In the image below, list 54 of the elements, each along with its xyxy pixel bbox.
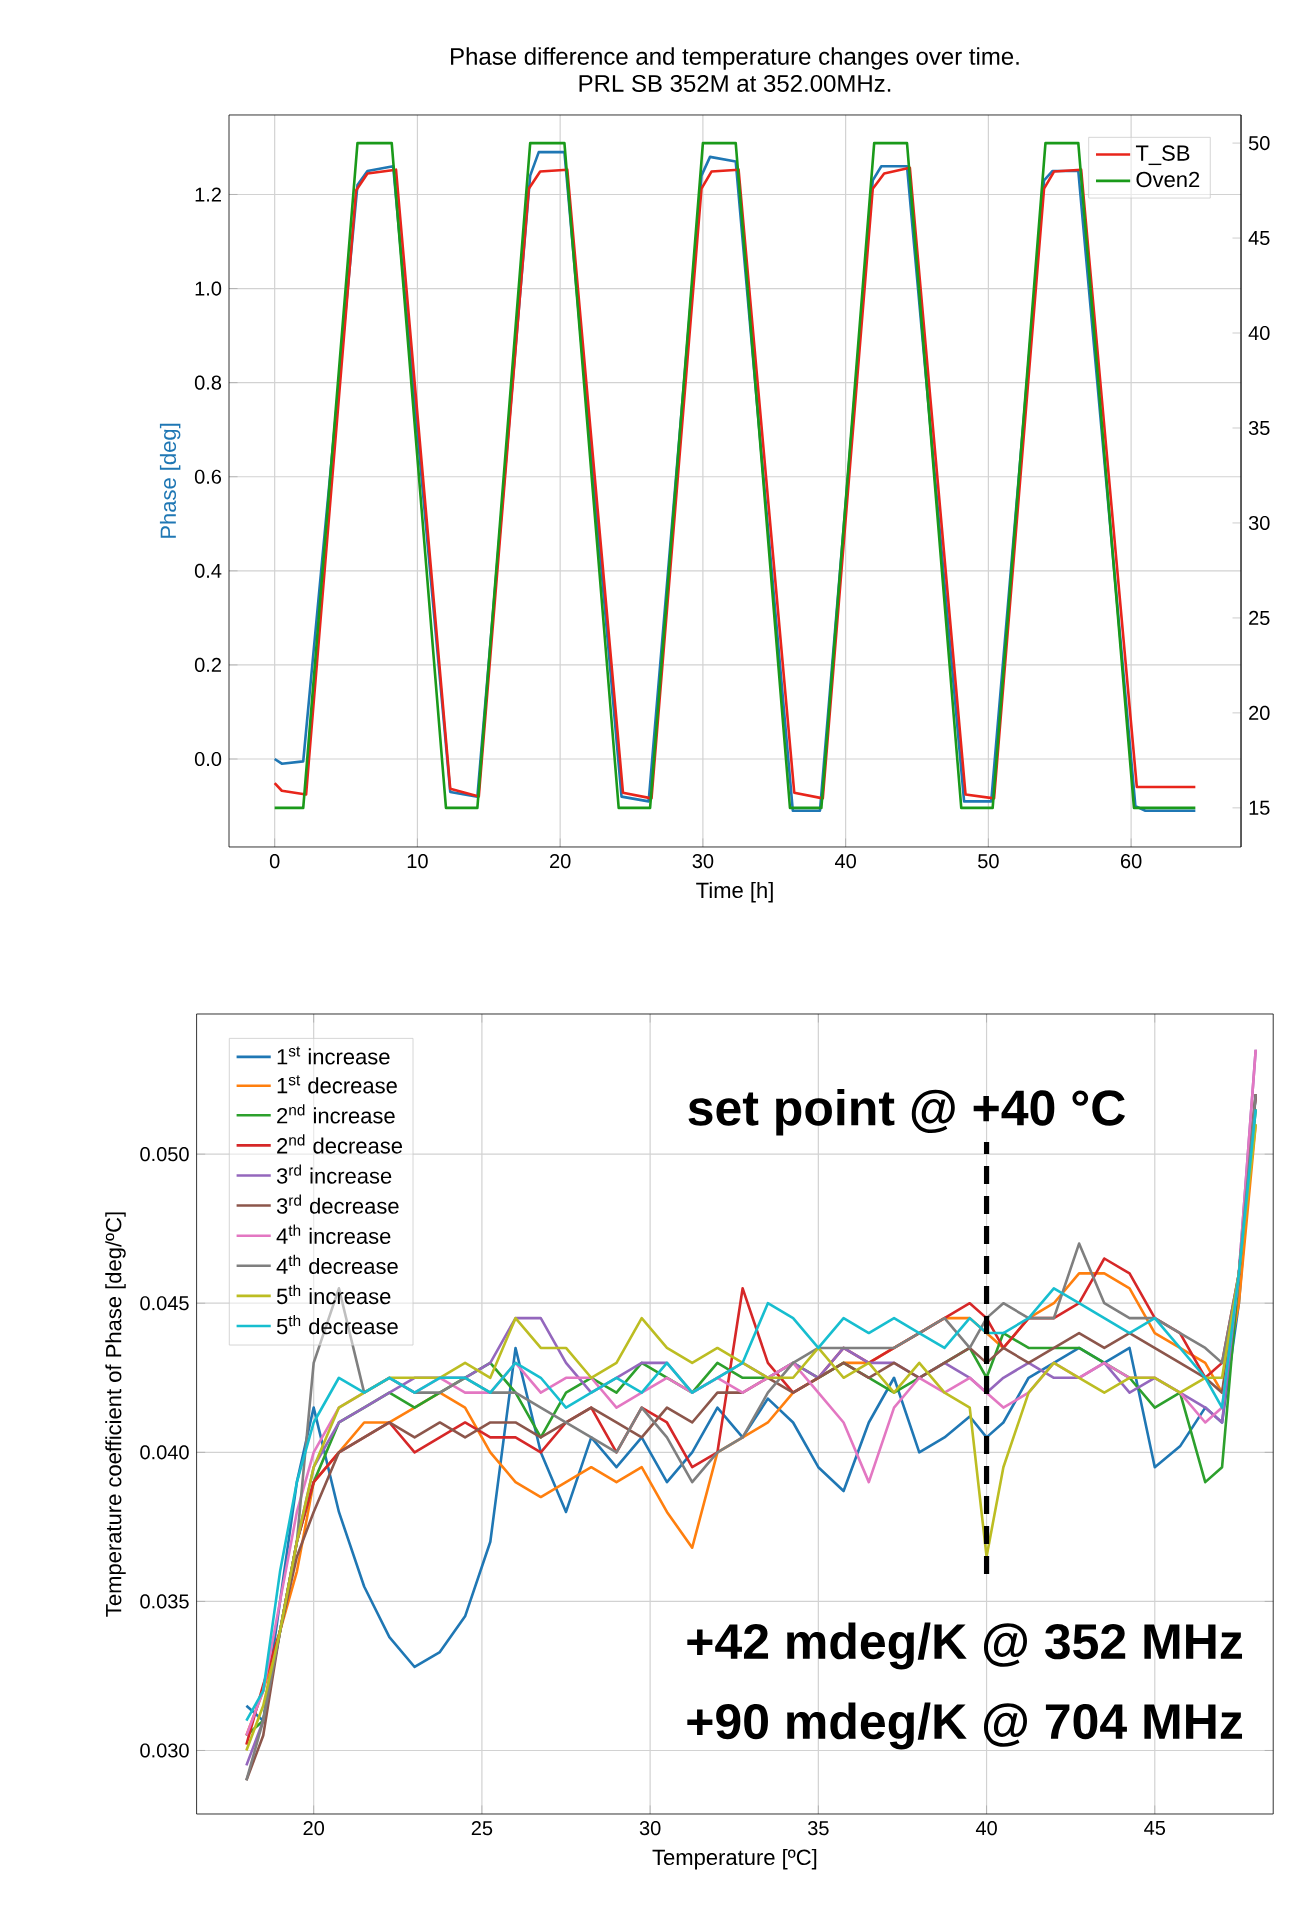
y-tick-label: 0.4 [194, 563, 222, 578]
y2-tick-label: 15 [1249, 800, 1270, 815]
legend-label: 5$^{th}$ decrease [276, 1314, 398, 1335]
ref-line-label: set point @ +40 °C [688, 1088, 1126, 1136]
y-tick-label: 0.035 [140, 1594, 189, 1609]
chart-title: Phase difference and temperature changes over time. [451, 47, 1019, 70]
legend-label: 1$^{st}$ decrease [277, 1075, 397, 1094]
legend-label: 4$^{th}$ increase [276, 1224, 391, 1244]
chart-subtitle: PRL SB 352M at 352.00MHz. [579, 74, 891, 92]
y-tick-label: 0.050 [140, 1147, 189, 1162]
legend-label: 3$^{rd}$ increase [276, 1164, 392, 1184]
x-tick-label: 0 [269, 854, 280, 869]
y-tick-label: 0.6 [194, 469, 222, 484]
y-axis-title: Temperature coefficient of Phase [deg/ºC] [105, 1212, 126, 1617]
y-tick-label: 0.040 [140, 1445, 189, 1460]
x-tick-label: 60 [1120, 854, 1142, 869]
legend-label: 3$^{rd}$ decrease [276, 1194, 399, 1214]
legend-label: 4$^{th}$ decrease [276, 1254, 398, 1275]
y-tick-label: 0.8 [194, 375, 222, 390]
legend-label: 2$^{nd}$ increase [277, 1104, 395, 1124]
x-tick-label: 50 [978, 854, 999, 869]
y-tick-label: 1.0 [195, 281, 222, 296]
y2-tick-label: 30 [1248, 515, 1270, 531]
legend-label: T_SB [1135, 145, 1190, 166]
y2-tick-label: 40 [1248, 325, 1270, 341]
y-tick-label: 0.0 [194, 751, 222, 767]
y2-tick-label: 50 [1248, 136, 1270, 151]
x-tick-label: 35 [807, 1821, 829, 1836]
y-tick-label: 0.2 [194, 657, 221, 672]
x-tick-label: 30 [639, 1821, 661, 1836]
legend-label: 2$^{nd}$ decrease [277, 1134, 403, 1154]
y2-tick-label: 25 [1249, 610, 1270, 625]
y-tick-label: 0.045 [140, 1296, 189, 1311]
x-tick-label: 45 [1144, 1821, 1166, 1836]
y-tick-label: 1.2 [195, 187, 221, 202]
y2-tick-label: 20 [1249, 705, 1270, 720]
annotation: +90 mdeg/K @ 704 MHz [687, 1702, 1243, 1750]
legend-label: Oven2 [1136, 171, 1200, 188]
x-axis-title: Temperature [ºC] [652, 1848, 817, 1870]
y2-tick-label: 35 [1248, 420, 1270, 436]
x-tick-label: 20 [303, 1821, 325, 1836]
annotation: +42 mdeg/K @ 352 MHz [687, 1622, 1243, 1670]
x-tick-label: 30 [692, 854, 714, 869]
legend-label: 5$^{th}$ increase [276, 1284, 391, 1305]
y-tick-label: 0.030 [140, 1743, 189, 1758]
x-tick-label: 20 [550, 854, 571, 869]
y2-tick-label: 45 [1248, 231, 1270, 246]
y-axis-title: Phase [deg] [159, 423, 181, 538]
x-tick-label: 40 [975, 1821, 997, 1836]
x-axis-title: Time [h] [696, 881, 773, 903]
x-tick-label: 40 [834, 854, 856, 869]
x-tick-label: 10 [407, 854, 428, 869]
legend-label: 1$^{st}$ increase [277, 1046, 390, 1065]
x-tick-label: 25 [471, 1821, 493, 1836]
